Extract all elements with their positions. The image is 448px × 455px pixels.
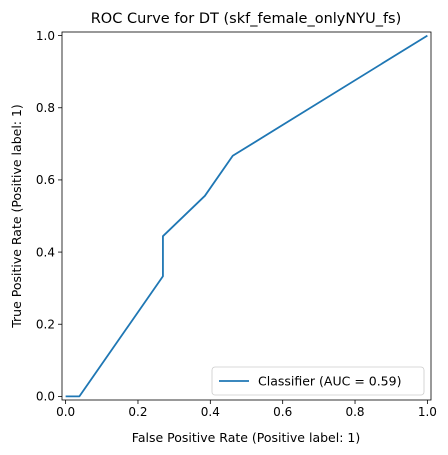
series-layer [65, 34, 428, 398]
plot-area [62, 32, 431, 400]
y-tick-label: 0.4 [36, 245, 55, 259]
legend-label: Classifier (AUC = 0.59) [258, 374, 401, 389]
y-tick-label: 1.0 [36, 29, 55, 43]
x-tick-label: 1.0 [418, 405, 437, 419]
x-tick-label: 0.2 [128, 405, 147, 419]
y-tick-label: 0.0 [36, 390, 55, 404]
x-axis-ticks: 0.0 0.2 0.4 0.6 0.8 1.0 [56, 400, 437, 419]
y-tick-label: 0.8 [36, 101, 55, 115]
x-axis-label: False Positive Rate (Positive label: 1) [132, 430, 360, 445]
x-tick-label: 0.6 [273, 405, 292, 419]
plot-frame [61, 31, 432, 401]
chart-title: ROC Curve for DT (skf_female_onlyNYU_fs) [91, 11, 402, 27]
roc-series-line [65, 34, 428, 398]
y-axis-ticks: 0.0 0.2 0.4 0.6 0.8 1.0 [36, 29, 62, 404]
y-tick-label: 0.2 [36, 317, 55, 331]
legend-box [211, 366, 425, 396]
x-tick-label: 0.8 [345, 405, 364, 419]
x-tick-label: 0.4 [201, 405, 220, 419]
legend: Classifier (AUC = 0.59) [211, 366, 425, 396]
x-tick-label: 0.0 [56, 405, 75, 419]
y-tick-label: 0.6 [36, 173, 55, 187]
y-axis-label: True Positive Rate (Positive label: 1) [9, 104, 24, 329]
